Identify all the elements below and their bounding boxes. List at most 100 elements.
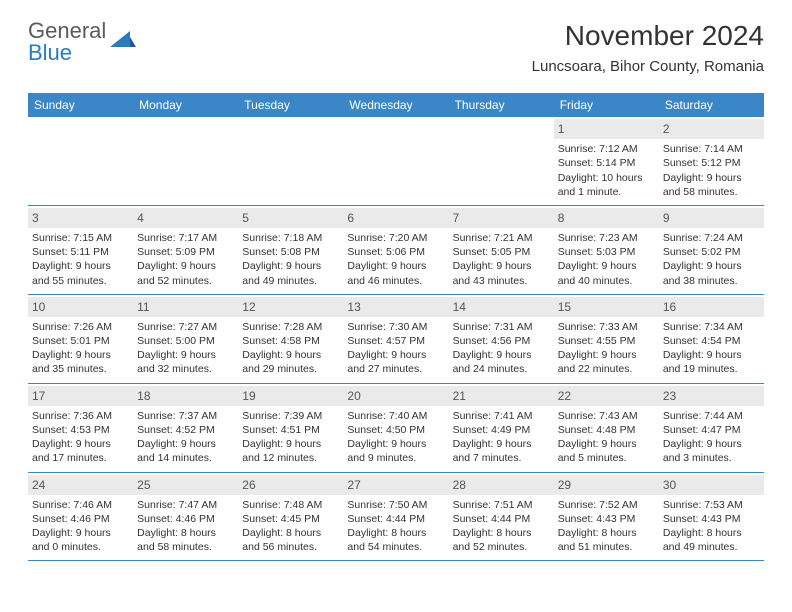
sunrise-text: Sunrise: 7:20 AM (347, 231, 444, 245)
day-number: 7 (449, 208, 554, 228)
calendar: Sunday Monday Tuesday Wednesday Thursday… (28, 93, 764, 561)
daylight-text: Daylight: 9 hours (558, 348, 655, 362)
daylight-text: and 7 minutes. (453, 451, 550, 465)
calendar-cell: 4Sunrise: 7:17 AMSunset: 5:09 PMDaylight… (133, 206, 238, 294)
daylight-text: Daylight: 9 hours (242, 437, 339, 451)
sunset-text: Sunset: 4:46 PM (32, 512, 129, 526)
daylight-text: Daylight: 9 hours (663, 348, 760, 362)
daylight-text: and 55 minutes. (32, 274, 129, 288)
daylight-text: and 49 minutes. (663, 540, 760, 554)
calendar-header-row: Sunday Monday Tuesday Wednesday Thursday… (28, 93, 764, 117)
calendar-cell: 7Sunrise: 7:21 AMSunset: 5:05 PMDaylight… (449, 206, 554, 294)
logo-word-general: General (28, 20, 106, 42)
sunset-text: Sunset: 4:45 PM (242, 512, 339, 526)
daylight-text: and 58 minutes. (663, 185, 760, 199)
daylight-text: and 54 minutes. (347, 540, 444, 554)
day-number: 3 (28, 208, 133, 228)
calendar-cell: 30Sunrise: 7:53 AMSunset: 4:43 PMDayligh… (659, 473, 764, 561)
calendar-cell-empty (449, 117, 554, 205)
sunset-text: Sunset: 4:48 PM (558, 423, 655, 437)
sunrise-text: Sunrise: 7:47 AM (137, 498, 234, 512)
sunrise-text: Sunrise: 7:21 AM (453, 231, 550, 245)
day-number: 16 (659, 297, 764, 317)
calendar-cell: 9Sunrise: 7:24 AMSunset: 5:02 PMDaylight… (659, 206, 764, 294)
calendar-cell: 5Sunrise: 7:18 AMSunset: 5:08 PMDaylight… (238, 206, 343, 294)
sunset-text: Sunset: 4:54 PM (663, 334, 760, 348)
daylight-text: Daylight: 9 hours (453, 259, 550, 273)
sunrise-text: Sunrise: 7:51 AM (453, 498, 550, 512)
daylight-text: Daylight: 9 hours (32, 526, 129, 540)
daylight-text: and 1 minute. (558, 185, 655, 199)
calendar-row: 1Sunrise: 7:12 AMSunset: 5:14 PMDaylight… (28, 117, 764, 206)
calendar-row: 3Sunrise: 7:15 AMSunset: 5:11 PMDaylight… (28, 206, 764, 295)
calendar-page: General Blue November 2024 Luncsoara, Bi… (0, 0, 792, 581)
sunset-text: Sunset: 5:03 PM (558, 245, 655, 259)
calendar-cell: 15Sunrise: 7:33 AMSunset: 4:55 PMDayligh… (554, 295, 659, 383)
logo-text-stack: General Blue (28, 20, 106, 64)
sunrise-text: Sunrise: 7:53 AM (663, 498, 760, 512)
dayhead-friday: Friday (554, 93, 659, 117)
calendar-cell-empty (343, 117, 448, 205)
calendar-cell: 28Sunrise: 7:51 AMSunset: 4:44 PMDayligh… (449, 473, 554, 561)
daylight-text: and 56 minutes. (242, 540, 339, 554)
sunrise-text: Sunrise: 7:27 AM (137, 320, 234, 334)
daylight-text: and 27 minutes. (347, 362, 444, 376)
calendar-cell-empty (28, 117, 133, 205)
daylight-text: and 46 minutes. (347, 274, 444, 288)
daylight-text: and 38 minutes. (663, 274, 760, 288)
sunset-text: Sunset: 4:47 PM (663, 423, 760, 437)
daylight-text: Daylight: 9 hours (663, 171, 760, 185)
daylight-text: and 3 minutes. (663, 451, 760, 465)
calendar-cell: 26Sunrise: 7:48 AMSunset: 4:45 PMDayligh… (238, 473, 343, 561)
sunset-text: Sunset: 5:11 PM (32, 245, 129, 259)
calendar-cell-empty (238, 117, 343, 205)
day-number: 18 (133, 386, 238, 406)
daylight-text: and 17 minutes. (32, 451, 129, 465)
sunset-text: Sunset: 4:57 PM (347, 334, 444, 348)
dayhead-wednesday: Wednesday (343, 93, 448, 117)
daylight-text: Daylight: 9 hours (453, 437, 550, 451)
calendar-cell: 14Sunrise: 7:31 AMSunset: 4:56 PMDayligh… (449, 295, 554, 383)
logo: General Blue (28, 20, 136, 64)
daylight-text: Daylight: 9 hours (32, 437, 129, 451)
calendar-cell: 2 Sunrise: 7:14 AMSunset: 5:12 PMDaylight… (659, 117, 764, 205)
day-number: 30 (659, 475, 764, 495)
calendar-cell: 6Sunrise: 7:20 AMSunset: 5:06 PMDaylight… (343, 206, 448, 294)
sunrise-text: Sunrise: 7:23 AM (558, 231, 655, 245)
sunset-text: Sunset: 5:12 PM (663, 156, 760, 170)
sunset-text: Sunset: 4:44 PM (347, 512, 444, 526)
sunset-text: Sunset: 4:46 PM (137, 512, 234, 526)
sunset-text: Sunset: 5:00 PM (137, 334, 234, 348)
daylight-text: and 19 minutes. (663, 362, 760, 376)
dayhead-saturday: Saturday (659, 93, 764, 117)
calendar-row: 24Sunrise: 7:46 AMSunset: 4:46 PMDayligh… (28, 473, 764, 562)
day-number: 25 (133, 475, 238, 495)
daylight-text: and 32 minutes. (137, 362, 234, 376)
day-number: 17 (28, 386, 133, 406)
header: General Blue November 2024 Luncsoara, Bi… (28, 20, 764, 75)
sunset-text: Sunset: 5:09 PM (137, 245, 234, 259)
daylight-text: and 29 minutes. (242, 362, 339, 376)
day-number: 10 (28, 297, 133, 317)
daylight-text: Daylight: 9 hours (347, 259, 444, 273)
sunset-text: Sunset: 5:14 PM (558, 156, 655, 170)
daylight-text: Daylight: 9 hours (242, 259, 339, 273)
daylight-text: Daylight: 8 hours (453, 526, 550, 540)
day-number: 2 (659, 119, 764, 139)
logo-word-blue: Blue (28, 42, 106, 64)
day-number: 20 (343, 386, 448, 406)
calendar-cell: 13Sunrise: 7:30 AMSunset: 4:57 PMDayligh… (343, 295, 448, 383)
daylight-text: Daylight: 9 hours (137, 259, 234, 273)
day-number: 5 (238, 208, 343, 228)
sunrise-text: Sunrise: 7:12 AM (558, 142, 655, 156)
calendar-cell: 24Sunrise: 7:46 AMSunset: 4:46 PMDayligh… (28, 473, 133, 561)
day-number: 11 (133, 297, 238, 317)
calendar-cell: 23Sunrise: 7:44 AMSunset: 4:47 PMDayligh… (659, 384, 764, 472)
day-number: 22 (554, 386, 659, 406)
calendar-body: 1Sunrise: 7:12 AMSunset: 5:14 PMDaylight… (28, 117, 764, 561)
sunrise-text: Sunrise: 7:14 AM (663, 142, 760, 156)
daylight-text: and 9 minutes. (347, 451, 444, 465)
calendar-cell: 20Sunrise: 7:40 AMSunset: 4:50 PMDayligh… (343, 384, 448, 472)
sunrise-text: Sunrise: 7:33 AM (558, 320, 655, 334)
calendar-cell: 18Sunrise: 7:37 AMSunset: 4:52 PMDayligh… (133, 384, 238, 472)
